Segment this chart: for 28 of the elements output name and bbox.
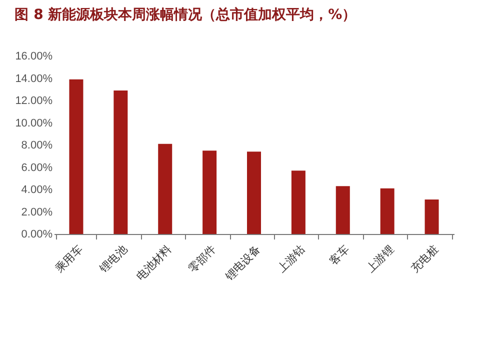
y-tick-label: 16.00% bbox=[15, 50, 53, 62]
bar bbox=[424, 200, 439, 234]
chart-title: 图 8 新能源板块本周涨幅情况（总市值加权平均，%） bbox=[14, 6, 356, 23]
bar bbox=[114, 90, 128, 234]
bar bbox=[291, 170, 306, 234]
y-tick-label: 4.00% bbox=[21, 184, 53, 196]
bar bbox=[380, 188, 394, 234]
x-tick-label: 上游锂 bbox=[364, 242, 396, 276]
x-tick-label: 上游钴 bbox=[274, 242, 308, 276]
bar bbox=[202, 150, 217, 234]
y-tick-label: 2.00% bbox=[21, 206, 53, 218]
bar bbox=[247, 152, 261, 234]
x-tick-label: 乘用车 bbox=[52, 242, 86, 276]
y-tick-label: 0.00% bbox=[21, 228, 53, 240]
x-tick-label: 充电桩 bbox=[408, 242, 441, 276]
y-tick-label: 10.00% bbox=[15, 117, 53, 130]
x-tick-label: 电池材料 bbox=[134, 242, 174, 284]
bar bbox=[69, 79, 84, 234]
x-tick-label: 锂电设备 bbox=[222, 242, 263, 284]
y-tick-label: 12.00% bbox=[15, 95, 53, 107]
y-tick-label: 14.00% bbox=[15, 72, 53, 85]
x-tick-label: 客车 bbox=[327, 242, 352, 268]
x-tick-label: 锂电池 bbox=[96, 242, 130, 276]
bar bbox=[336, 186, 350, 234]
bar bbox=[158, 144, 172, 234]
y-tick-label: 8.00% bbox=[21, 140, 53, 152]
x-tick-label: 零部件 bbox=[186, 242, 219, 276]
y-tick-label: 6.00% bbox=[21, 162, 53, 174]
